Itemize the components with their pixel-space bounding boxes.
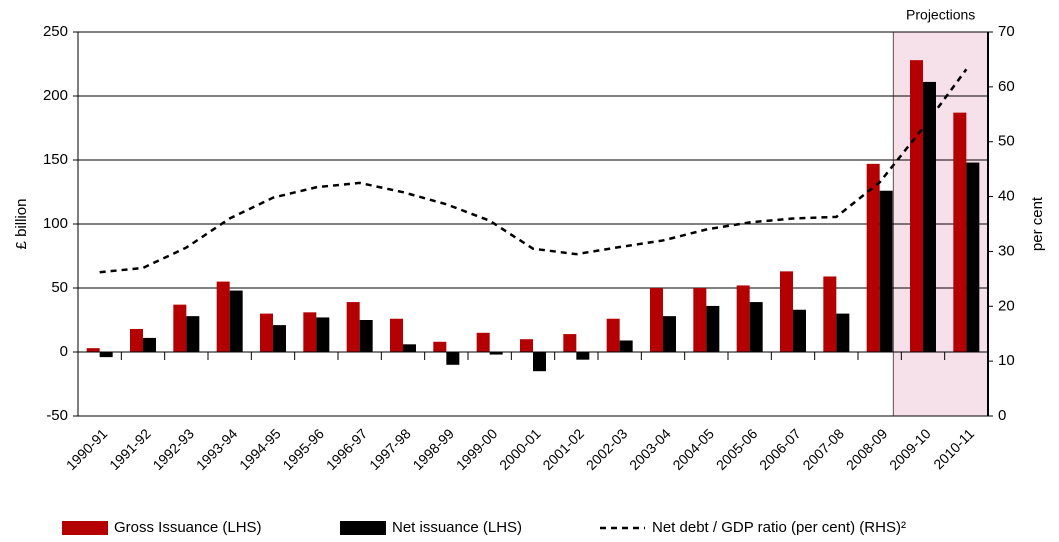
x-tick-label: 1990-91 — [63, 425, 111, 473]
bar — [736, 285, 750, 352]
bar — [793, 309, 806, 352]
bar — [619, 340, 633, 352]
x-tick-label: 2007-08 — [799, 425, 847, 473]
bar — [476, 332, 490, 352]
legend-label: Net issuance (LHS) — [392, 519, 522, 536]
bar — [316, 317, 330, 352]
bar — [390, 318, 403, 352]
bar — [866, 163, 880, 352]
legend-swatch — [62, 521, 108, 535]
bar — [186, 316, 200, 352]
x-tick-label: 2006-07 — [756, 425, 804, 473]
bar — [433, 341, 447, 352]
projection-label: Projections — [906, 7, 975, 23]
bar — [216, 281, 230, 352]
x-tick-label: 2009-10 — [886, 425, 934, 473]
bar — [403, 344, 416, 352]
y2-tick-label: 20 — [998, 297, 1015, 314]
bar — [836, 313, 850, 352]
bar — [749, 302, 763, 352]
y-tick-label: 0 — [60, 343, 68, 360]
bar — [693, 288, 707, 352]
bar — [273, 325, 286, 352]
bar — [953, 112, 967, 352]
bar — [706, 305, 720, 352]
line — [99, 68, 968, 274]
bar — [489, 352, 503, 355]
x-tick-label: 1999-00 — [453, 425, 501, 473]
x-tick-label: 1996-97 — [323, 425, 371, 473]
legend-label: Net debt / GDP ratio (per cent) (RHS)² — [652, 519, 906, 536]
bar — [650, 288, 663, 352]
y-tick-label: 200 — [43, 87, 68, 104]
y2-tick-label: 70 — [998, 23, 1015, 40]
bar — [303, 312, 317, 352]
y-tick-label: 250 — [43, 23, 68, 40]
bar — [446, 352, 460, 365]
bar — [910, 60, 923, 352]
y2-tick-label: 10 — [998, 352, 1015, 369]
legend-label: Gross Issuance (LHS) — [114, 519, 262, 536]
x-tick-label: 2000-01 — [496, 425, 544, 473]
x-tick-label: 2001-02 — [539, 425, 587, 473]
x-tick-label: 2005-06 — [713, 425, 761, 473]
y2-tick-label: 40 — [998, 188, 1015, 205]
y2-tick-label: 30 — [998, 242, 1015, 259]
bar — [99, 352, 113, 358]
y-tick-label: 50 — [51, 279, 68, 296]
bar — [663, 316, 676, 352]
y2-tick-label: 50 — [998, 133, 1015, 150]
bar — [520, 339, 533, 352]
x-tick-label: 1995-96 — [279, 425, 327, 473]
bar — [780, 271, 793, 352]
bar — [533, 352, 546, 372]
bar — [923, 81, 936, 353]
x-tick-label: 2010-11 — [930, 425, 977, 472]
x-tick-label: 2003-04 — [626, 425, 674, 473]
x-tick-label: 1991-92 — [106, 425, 154, 473]
bar — [966, 162, 980, 352]
x-tick-label: 2002-03 — [583, 425, 631, 473]
y2-tick-label: 0 — [998, 407, 1006, 424]
bar — [130, 328, 143, 352]
bar — [173, 304, 187, 352]
y2-axis-label: per cent — [1029, 196, 1046, 251]
x-tick-label: 1998-99 — [409, 425, 457, 473]
bar — [823, 276, 837, 352]
y-axis-label: £ billion — [13, 199, 30, 250]
y-tick-label: 150 — [43, 151, 68, 168]
bar — [260, 313, 273, 352]
bar — [143, 337, 156, 352]
x-tick-label: 1994-95 — [236, 425, 284, 473]
bar — [606, 318, 620, 352]
y-tick-label: 100 — [43, 215, 68, 232]
y2-tick-label: 60 — [998, 78, 1015, 95]
x-tick-label: 2004-05 — [669, 425, 717, 473]
x-tick-label: 1993-94 — [193, 425, 241, 473]
y-tick-label: -50 — [46, 407, 68, 424]
bar — [563, 334, 577, 352]
bar — [879, 190, 893, 352]
legend-swatch — [340, 521, 386, 535]
bar — [229, 290, 243, 352]
x-tick-label: 1992-93 — [149, 425, 197, 473]
bar — [86, 348, 100, 352]
x-tick-label: 1997-98 — [366, 425, 414, 473]
x-tick-label: 2008-09 — [843, 425, 891, 473]
bar — [359, 320, 373, 352]
bar — [346, 302, 360, 352]
bar — [576, 352, 590, 360]
